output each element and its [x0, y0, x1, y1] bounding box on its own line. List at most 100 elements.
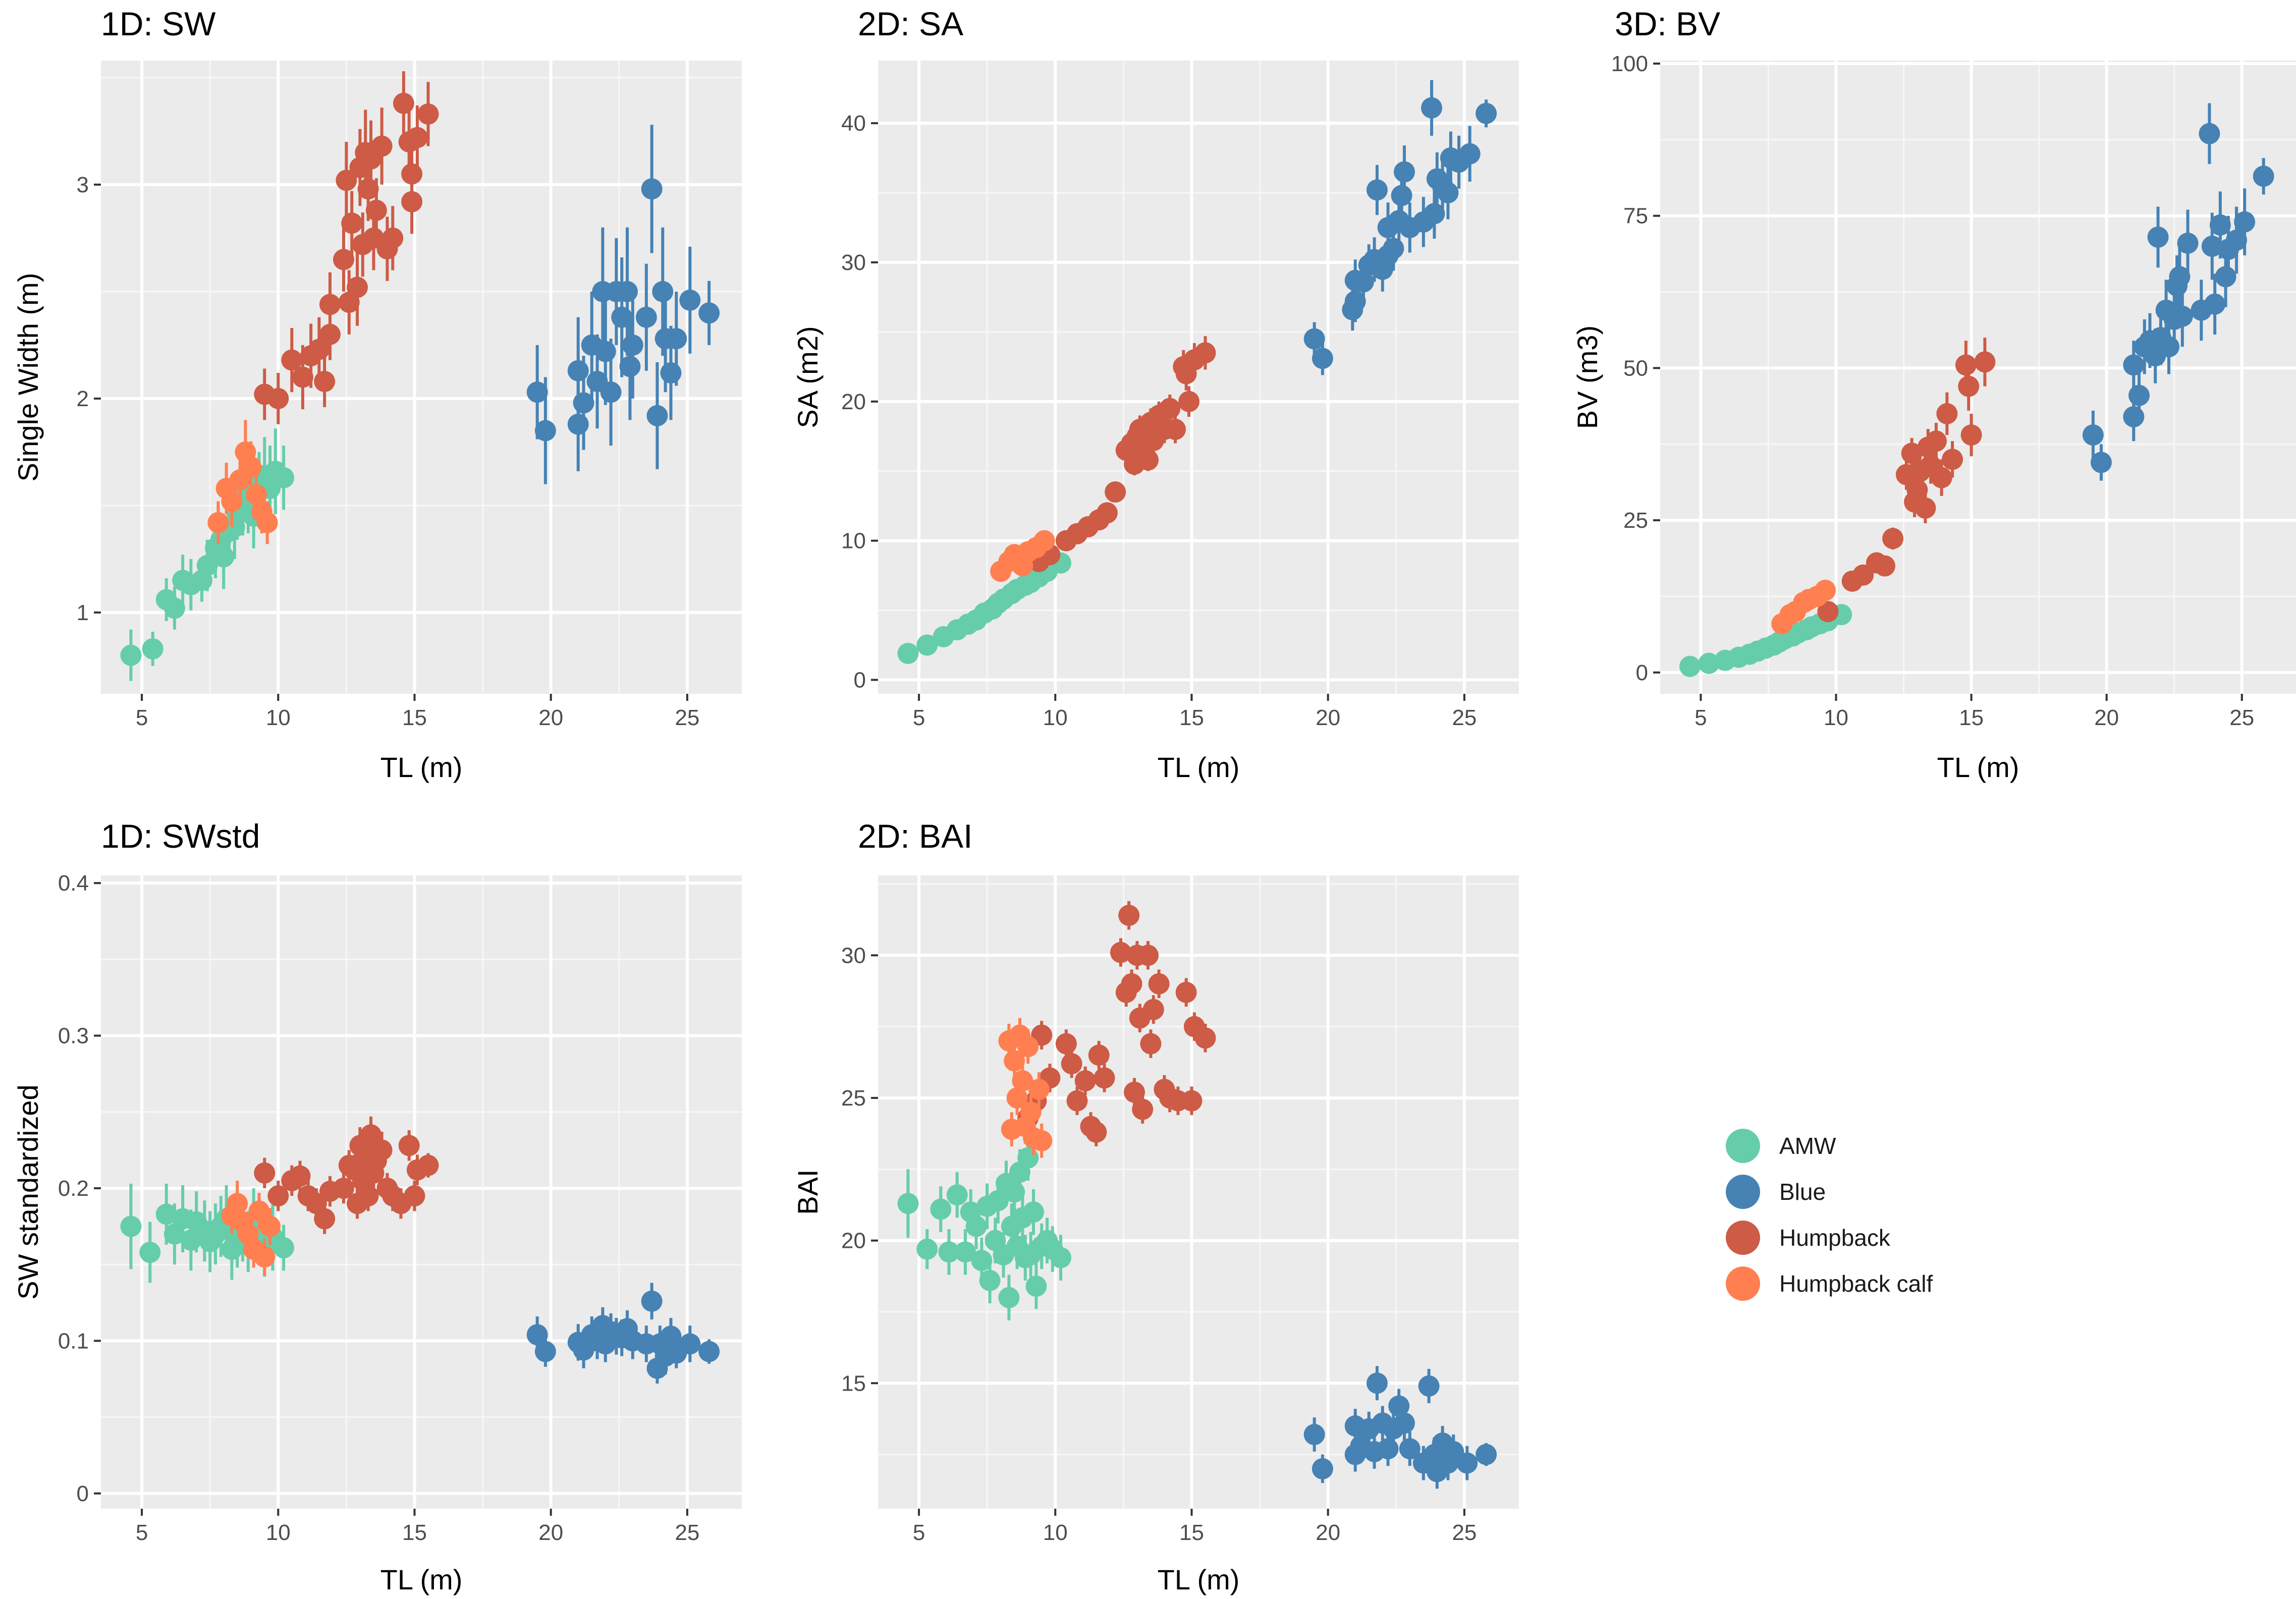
- data-point: [1140, 1033, 1162, 1055]
- data-point: [1942, 449, 1963, 470]
- data-point: [371, 135, 393, 157]
- data-point: [2253, 166, 2274, 187]
- y-axis-label: Single Width (m): [12, 273, 44, 482]
- legend-swatch-blue: [1726, 1174, 1760, 1209]
- data-point: [594, 341, 616, 362]
- panel-title: 3D: BV: [1615, 5, 1720, 42]
- data-point: [998, 1287, 1020, 1308]
- data-point: [256, 512, 278, 533]
- panel-title: 2D: SA: [858, 5, 963, 42]
- series-humpback: [254, 71, 439, 424]
- tick-label-y: 20: [841, 390, 866, 414]
- data-point: [1017, 1036, 1039, 1058]
- data-point: [1194, 1027, 1216, 1049]
- data-point: [259, 1216, 281, 1237]
- data-point: [248, 1200, 270, 1222]
- data-point: [2209, 214, 2231, 236]
- series-humpback-calf: [990, 530, 1055, 582]
- tick-label-x: 15: [1179, 705, 1204, 730]
- tick-label-x: 25: [1452, 1520, 1477, 1545]
- plot-background: [101, 61, 742, 694]
- x-axis-label: TL (m): [1158, 1564, 1240, 1595]
- data-point: [120, 1216, 142, 1237]
- data-point: [2171, 305, 2193, 327]
- series-humpback: [1817, 338, 1996, 623]
- data-point: [897, 1193, 919, 1215]
- data-point: [333, 1177, 354, 1199]
- data-point: [267, 388, 289, 409]
- data-point: [336, 170, 357, 191]
- data-point: [139, 1241, 161, 1263]
- data-point: [308, 339, 330, 360]
- data-point: [1456, 1452, 1478, 1474]
- data-point: [401, 191, 423, 212]
- data-point: [417, 1154, 439, 1176]
- legend-label-amw: AMW: [1779, 1132, 1836, 1159]
- tick-label-x: 10: [1043, 1520, 1068, 1545]
- tick-label-x: 25: [675, 1520, 699, 1545]
- tick-label-y: 10: [841, 529, 866, 554]
- data-point: [1475, 1444, 1497, 1465]
- tick-label-y: 20: [841, 1229, 866, 1253]
- tick-label-x: 5: [136, 1520, 148, 1545]
- data-point: [1303, 1424, 1325, 1446]
- data-point: [1311, 348, 1333, 369]
- data-point: [1958, 375, 1980, 397]
- data-point: [930, 1198, 952, 1220]
- tick-label-x: 25: [2229, 705, 2254, 730]
- data-point: [1061, 1053, 1082, 1075]
- data-point: [641, 178, 663, 200]
- data-point: [1050, 1247, 1072, 1269]
- tick-label-y: 25: [841, 1086, 866, 1111]
- data-point: [679, 1333, 701, 1355]
- data-point: [2090, 452, 2112, 473]
- data-point: [398, 1135, 420, 1156]
- data-point: [1085, 1121, 1107, 1143]
- tick-label-x: 15: [402, 705, 427, 730]
- data-point: [1110, 942, 1131, 963]
- legend: AMW Blue Humpback Humpback calf: [1726, 1123, 1933, 1306]
- data-point: [954, 1241, 976, 1263]
- y-axis-label: BV (m3): [1571, 325, 1603, 429]
- data-point: [635, 306, 657, 328]
- data-point: [1137, 449, 1159, 471]
- data-point: [1096, 502, 1118, 524]
- data-point: [1159, 398, 1181, 419]
- data-point: [971, 1250, 993, 1272]
- data-point: [2123, 406, 2145, 427]
- data-point: [273, 467, 295, 488]
- data-point: [1118, 905, 1140, 926]
- tick-label-x: 20: [1316, 705, 1340, 730]
- data-point: [666, 328, 687, 350]
- tick-label-x: 5: [913, 1520, 925, 1545]
- data-point: [406, 127, 428, 148]
- data-point: [1475, 102, 1497, 124]
- data-point: [652, 281, 674, 302]
- data-point: [319, 294, 341, 315]
- legend-label-humpback-calf: Humpback calf: [1779, 1270, 1933, 1297]
- data-point: [2201, 236, 2223, 257]
- data-point: [2123, 354, 2145, 376]
- data-point: [1194, 342, 1216, 364]
- data-point: [698, 1341, 720, 1362]
- tick-label-y: 75: [1623, 204, 1648, 229]
- legend-label-blue: Blue: [1779, 1178, 1826, 1205]
- data-point: [254, 1162, 276, 1184]
- data-point: [314, 370, 336, 392]
- data-point: [1679, 655, 1701, 677]
- data-point: [1055, 1033, 1077, 1055]
- data-point: [534, 1341, 556, 1362]
- data-point: [567, 413, 589, 435]
- data-point: [289, 1165, 311, 1187]
- data-point: [1017, 1147, 1039, 1169]
- data-point: [357, 1185, 379, 1207]
- legend-item-humpback: Humpback: [1726, 1215, 1933, 1260]
- tick-label-y: 0.1: [58, 1329, 89, 1353]
- data-point: [1955, 354, 1977, 376]
- data-point: [347, 277, 368, 298]
- data-point: [916, 634, 938, 656]
- data-point: [1960, 424, 1982, 446]
- data-point: [1366, 179, 1388, 201]
- tick-label-x: 20: [538, 1520, 563, 1545]
